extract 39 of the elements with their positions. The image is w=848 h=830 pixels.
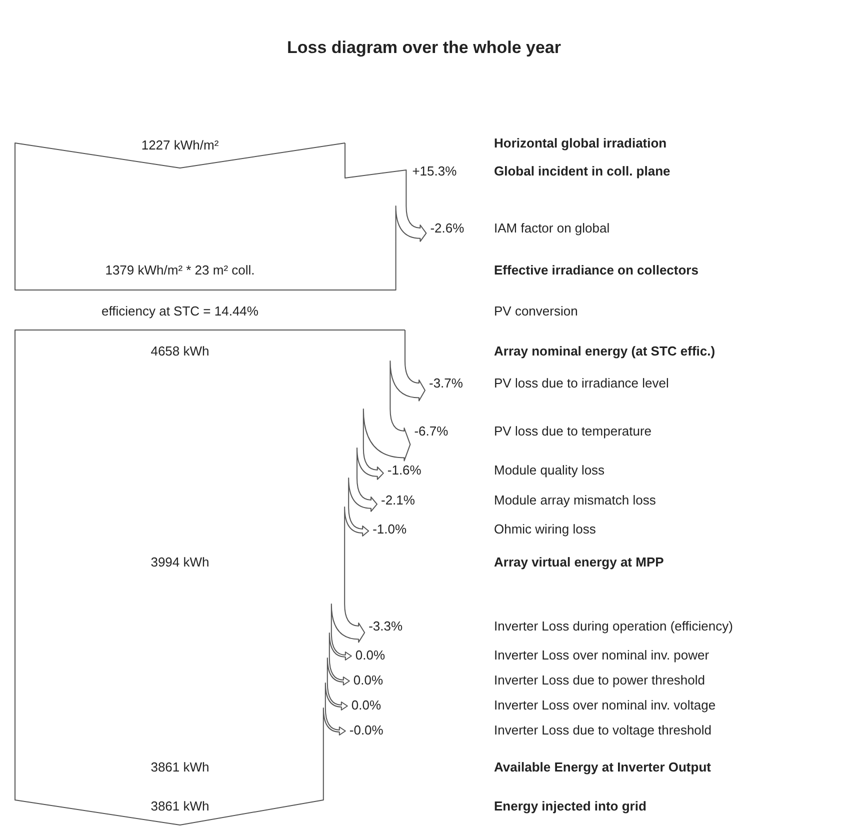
data-label: 0.0% — [353, 672, 384, 688]
data-label: -6.7% — [414, 424, 448, 438]
text: 3861 kWh — [150, 798, 210, 814]
text: 1227 kWh/m² — [140, 138, 220, 152]
data-label: 0.0% — [355, 648, 386, 662]
category-label: Module array mismatch loss — [494, 492, 656, 508]
category-label: Array virtual energy at MPP — [494, 554, 664, 570]
category-label: Energy injected into grid — [494, 798, 646, 814]
category-label: Array nominal energy (at STC effic.) — [494, 344, 716, 358]
text: 4658 kWh — [150, 344, 210, 358]
data-label: -3.3% — [368, 618, 403, 634]
category-label: Global incident in coll. plane — [494, 164, 670, 178]
category-label: Inverter Loss due to voltage threshold — [494, 722, 712, 738]
category-label: Inverter Loss over nominal inv. power — [494, 648, 710, 662]
category-label: PV loss due to temperature — [494, 424, 652, 438]
category-label: Module quality loss — [494, 462, 605, 478]
category-label: Inverter Loss during operation (efficiency) — [494, 618, 733, 634]
data-label: -3.7% — [429, 376, 463, 390]
category-label: PV loss due to irradiance level — [494, 376, 669, 390]
category-label: Inverter Loss over nominal inv. voltage — [494, 698, 716, 712]
data-label: -1.6% — [387, 462, 422, 478]
category-label: Inverter Loss due to power threshold — [494, 672, 706, 688]
data-label: -1.0% — [372, 522, 407, 536]
data-label: -2.6% — [430, 220, 464, 236]
data-label: 0.0% — [351, 698, 382, 712]
data-label: -0.0% — [349, 722, 384, 738]
category-label: PV conversion — [494, 304, 578, 318]
data-label: +15.3% — [412, 164, 457, 178]
text: Loss diagram over the whole year — [286, 38, 562, 58]
category-label: IAM factor on global — [494, 220, 610, 236]
category-label: Effective irradiance on collectors — [494, 262, 698, 278]
category-label: Available Energy at Inverter Output — [494, 760, 711, 774]
data-label: -2.1% — [381, 492, 415, 508]
text: 1379 kWh/m² * 23 m² coll. — [104, 262, 256, 278]
text: 3861 kWh — [150, 760, 210, 774]
category-label: Horizontal global irradiation — [494, 136, 667, 150]
text: efficiency at STC = 14.44% — [100, 304, 260, 318]
text: 3994 kWh — [150, 554, 210, 570]
category-label: Ohmic wiring loss — [494, 522, 596, 536]
